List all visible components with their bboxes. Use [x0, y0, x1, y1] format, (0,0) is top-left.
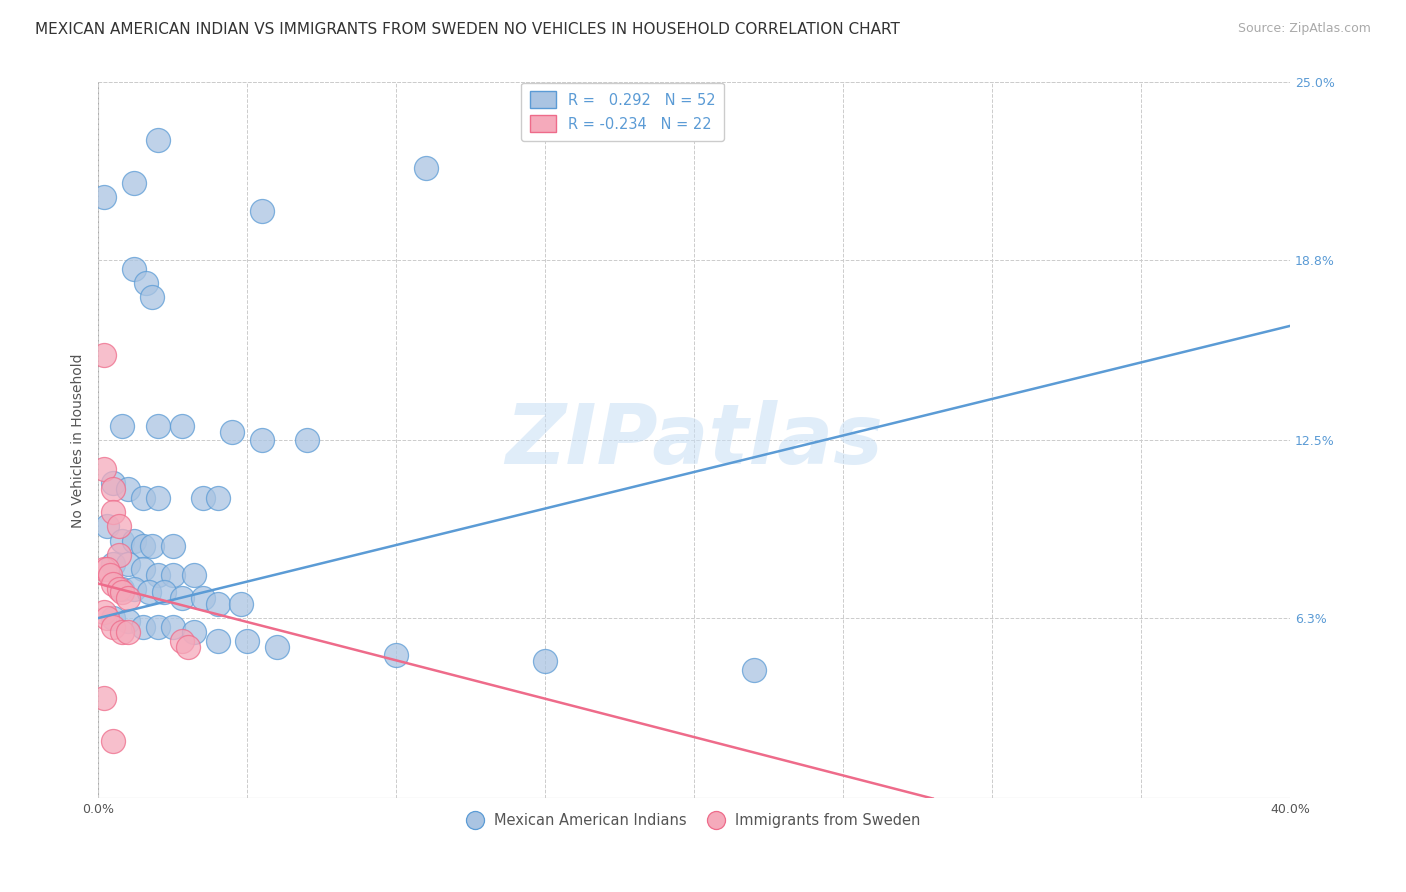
- Point: [132, 540, 155, 554]
- Point: [93, 462, 115, 476]
- Point: [141, 290, 163, 304]
- Y-axis label: No Vehicles in Household: No Vehicles in Household: [72, 353, 86, 528]
- Point: [170, 419, 193, 434]
- Point: [93, 347, 115, 361]
- Point: [93, 562, 115, 576]
- Point: [162, 620, 184, 634]
- Point: [231, 597, 253, 611]
- Point: [141, 540, 163, 554]
- Point: [96, 519, 118, 533]
- Point: [170, 591, 193, 605]
- Point: [103, 482, 125, 496]
- Point: [103, 576, 125, 591]
- Point: [146, 419, 169, 434]
- Point: [162, 568, 184, 582]
- Point: [183, 625, 205, 640]
- Point: [117, 614, 139, 628]
- Point: [183, 568, 205, 582]
- Point: [266, 640, 288, 654]
- Point: [111, 582, 134, 597]
- Legend: Mexican American Indians, Immigrants from Sweden: Mexican American Indians, Immigrants fro…: [463, 807, 927, 834]
- Text: ZIPatlas: ZIPatlas: [505, 400, 883, 481]
- Point: [177, 640, 200, 654]
- Point: [103, 611, 125, 625]
- Point: [135, 276, 157, 290]
- Point: [111, 625, 134, 640]
- Point: [138, 585, 160, 599]
- Point: [534, 654, 557, 668]
- Point: [221, 425, 243, 439]
- Point: [153, 585, 176, 599]
- Point: [122, 533, 145, 548]
- Point: [117, 591, 139, 605]
- Point: [103, 734, 125, 748]
- Point: [122, 261, 145, 276]
- Point: [96, 562, 118, 576]
- Point: [170, 634, 193, 648]
- Point: [103, 476, 125, 491]
- Point: [132, 620, 155, 634]
- Point: [117, 557, 139, 571]
- Point: [108, 548, 131, 562]
- Point: [207, 491, 229, 505]
- Point: [742, 663, 765, 677]
- Point: [146, 620, 169, 634]
- Point: [117, 625, 139, 640]
- Point: [103, 505, 125, 519]
- Point: [385, 648, 408, 663]
- Point: [295, 434, 318, 448]
- Point: [108, 582, 131, 597]
- Text: MEXICAN AMERICAN INDIAN VS IMMIGRANTS FROM SWEDEN NO VEHICLES IN HOUSEHOLD CORRE: MEXICAN AMERICAN INDIAN VS IMMIGRANTS FR…: [35, 22, 900, 37]
- Point: [236, 634, 259, 648]
- Point: [162, 540, 184, 554]
- Point: [103, 620, 125, 634]
- Point: [415, 161, 437, 176]
- Point: [146, 491, 169, 505]
- Point: [252, 204, 274, 219]
- Point: [103, 557, 125, 571]
- Text: Source: ZipAtlas.com: Source: ZipAtlas.com: [1237, 22, 1371, 36]
- Point: [132, 562, 155, 576]
- Point: [111, 419, 134, 434]
- Point: [207, 634, 229, 648]
- Point: [98, 568, 121, 582]
- Point: [146, 568, 169, 582]
- Point: [122, 582, 145, 597]
- Point: [191, 591, 214, 605]
- Point: [207, 597, 229, 611]
- Point: [93, 691, 115, 706]
- Point: [111, 585, 134, 599]
- Point: [117, 482, 139, 496]
- Point: [108, 519, 131, 533]
- Point: [122, 176, 145, 190]
- Point: [132, 491, 155, 505]
- Point: [111, 533, 134, 548]
- Point: [146, 133, 169, 147]
- Point: [93, 190, 115, 204]
- Point: [93, 605, 115, 619]
- Point: [96, 611, 118, 625]
- Point: [252, 434, 274, 448]
- Point: [191, 491, 214, 505]
